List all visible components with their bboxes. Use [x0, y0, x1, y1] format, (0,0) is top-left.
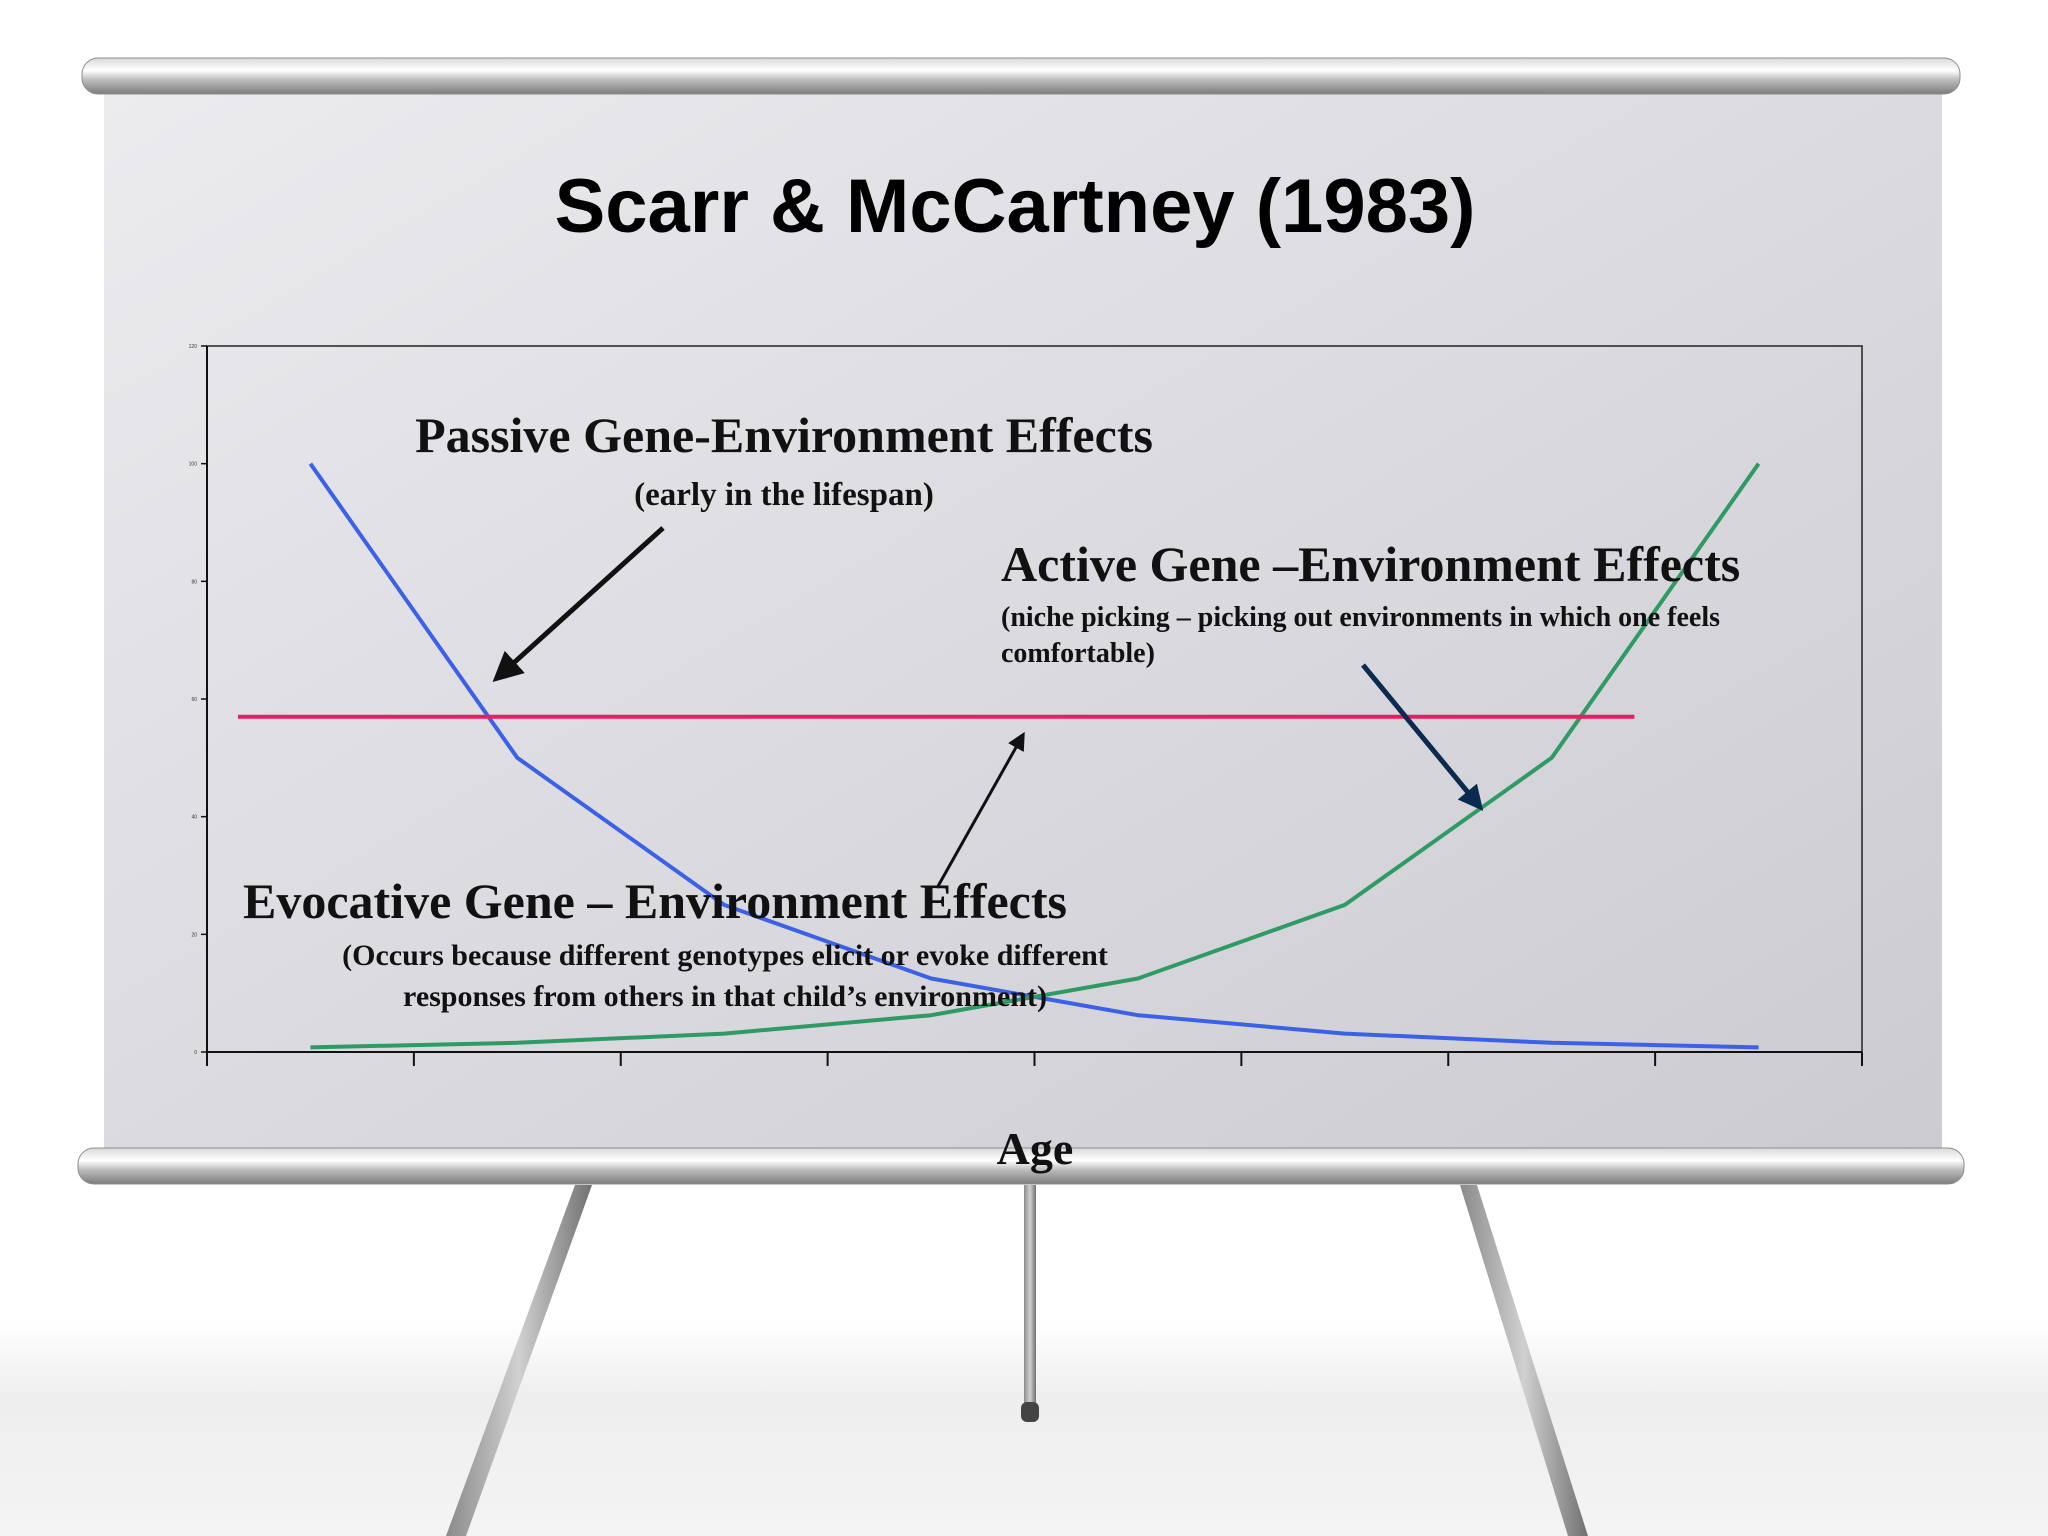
active-detail-line-1: (niche picking – picking out environment… [1001, 602, 1720, 633]
passive-detail: (early in the lifespan) [634, 477, 934, 513]
active-detail-line-2: comfortable) [1001, 638, 1155, 669]
easel-legs [446, 1185, 1588, 1536]
slide-title: Scarr & McCartney (1983) [555, 164, 1476, 249]
y-tick-label: 80 [191, 579, 197, 585]
easel-right-leg [1460, 1185, 1588, 1536]
board-bottom-bar [77, 1147, 1965, 1185]
evocative-annotation-arrow [935, 731, 1025, 889]
y-tick-label: 100 [189, 462, 198, 468]
whiteboard-surface [104, 82, 1942, 1158]
y-tick-label: 0 [194, 1050, 197, 1056]
active-annotation-arrow [1361, 663, 1484, 811]
easel-center-leg [1024, 1185, 1036, 1415]
x-axis-ticks [206, 1052, 1863, 1066]
chart-series [238, 462, 1761, 1050]
board-top-bar [81, 57, 1961, 95]
y-tick-label: 120 [189, 344, 198, 350]
evocative-heading: Evocative Gene – Environment Effects [243, 873, 1067, 929]
series-line-2 [310, 462, 1761, 1050]
active-heading: Active Gene –Environment Effects [1001, 536, 1740, 592]
passive-annotation-arrow [492, 526, 665, 683]
x-axis-label: Age [997, 1123, 1074, 1174]
easel-left-leg [446, 1185, 592, 1536]
gene-environment-chart: 0 20 40 60 80 100 120 Passive Gene-Environment… [189, 344, 1863, 1174]
y-tick-label: 60 [191, 697, 197, 703]
easel-center-foot [1021, 1402, 1039, 1422]
evocative-detail-line-2: responses from others in that child’s en… [403, 980, 1047, 1013]
passive-heading: Passive Gene-Environment Effects [415, 407, 1153, 463]
evocative-detail-line-1: (Occurs because different genotypes elic… [342, 939, 1108, 972]
y-tick-label: 20 [191, 932, 197, 938]
y-tick-label: 40 [191, 815, 197, 821]
y-axis-ticks: 0 20 40 60 80 100 120 [189, 344, 207, 1056]
